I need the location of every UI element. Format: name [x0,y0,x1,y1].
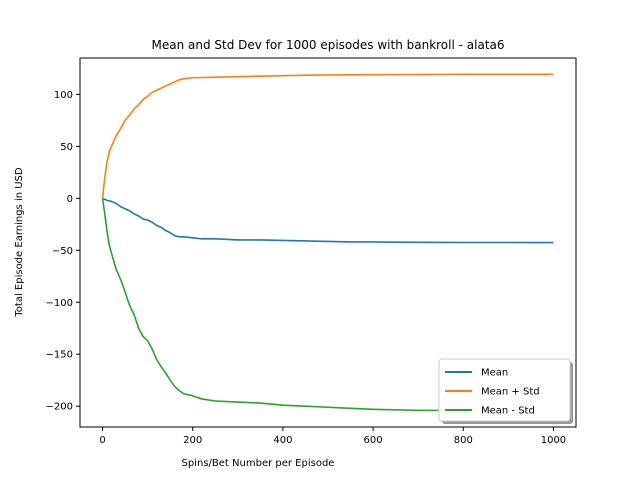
y-tick-label: 100 [54,90,73,101]
series-line-1 [102,197,554,244]
x-tick-label: 600 [364,435,383,446]
y-axis-label: Total Episode Earnings in USD [14,167,25,318]
legend-label: Mean + Std [481,387,540,398]
x-tick-label: 200 [183,435,202,446]
series-line-2 [101,73,554,199]
y-tick-label: 0 [67,194,73,205]
y-tick-label: −200 [46,402,73,413]
legend-label: Mean [481,368,508,379]
x-tick-label: 0 [99,435,105,446]
legend-label: Mean - Std [481,406,535,417]
y-tick-label: −150 [46,350,73,361]
plot-frame [79,57,577,428]
x-tick-label: 400 [273,435,292,446]
legend: Mean Mean + Std Mean - Std [438,358,573,424]
y-tick-label: 50 [60,142,73,153]
x-axis-label: Spins/Bet Number per Episode [182,458,335,469]
x-tick-label: 1000 [541,435,566,446]
y-tick-label: −100 [46,298,73,309]
chart-title: Mean and Std Dev for 1000 episodes with … [151,38,504,52]
series-line-3 [101,198,554,413]
legend-box [438,358,571,422]
x-tick-label: 800 [454,435,473,446]
series-layer [101,73,554,413]
x-axis: 0 200 400 600 800 1000 [99,427,566,446]
y-tick-label: −50 [52,246,73,257]
y-axis: −200 −150 −100 −50 0 50 100 [46,90,80,413]
